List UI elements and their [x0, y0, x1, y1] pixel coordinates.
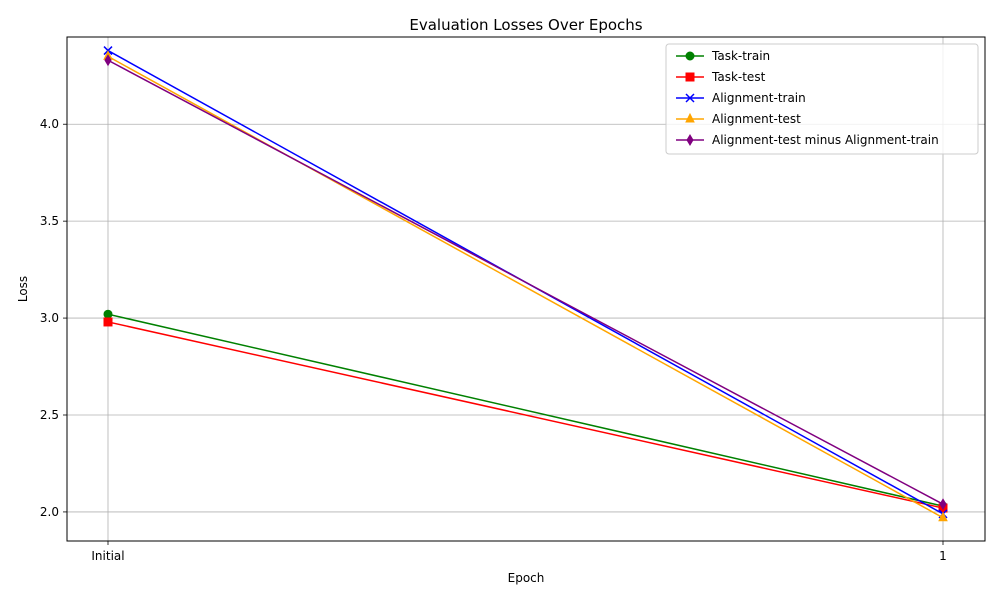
series-line — [107, 55, 944, 519]
y-axis-ticks: 2.0 2.5 3.0 3.5 4.0 — [40, 117, 67, 519]
plot-area-frame — [66, 36, 986, 542]
legend-marker — [685, 93, 695, 103]
legend-label: Alignment-test — [712, 112, 801, 126]
y-tick-label: 3.0 — [40, 311, 59, 325]
x-tick-label: 1 — [939, 549, 947, 563]
legend-entry: Task-train — [676, 49, 770, 63]
series-line — [107, 313, 944, 507]
legend-box — [665, 43, 979, 155]
x-tick-label: Initial — [91, 549, 124, 563]
x-axis-ticks: Initial 1 — [91, 541, 947, 563]
chart-title: Evaluation Losses Over Epochs — [409, 16, 642, 34]
legend-entry: Task-test — [676, 70, 766, 84]
legend-entry: Alignment-train — [676, 91, 806, 105]
legend-label: Task-train — [711, 49, 770, 63]
legend-label: Alignment-test minus Alignment-train — [712, 133, 939, 147]
grid-lines — [67, 37, 985, 541]
legend-entry: Alignment-test minus Alignment-train — [676, 133, 939, 147]
series-line — [107, 321, 944, 509]
legend-entry: Alignment-test — [676, 112, 801, 126]
legend-label: Task-test — [711, 70, 766, 84]
y-axis-label: Loss — [16, 276, 30, 302]
series-layer — [103, 46, 948, 522]
data-point — [103, 309, 113, 319]
legend-marker — [686, 134, 694, 146]
data-point — [938, 511, 948, 522]
series-line — [107, 59, 944, 505]
y-tick-label: 2.0 — [40, 505, 59, 519]
legend-label: Alignment-train — [712, 91, 806, 105]
data-point — [103, 317, 113, 327]
legend-marker — [685, 72, 695, 82]
y-tick-label: 3.5 — [40, 214, 59, 228]
x-axis-label: Epoch — [508, 571, 545, 585]
legend: Task-train Task-test Alignment-train Alignm… — [665, 43, 979, 155]
legend-marker — [685, 112, 695, 123]
data-point — [104, 54, 112, 67]
series-group — [104, 54, 947, 511]
y-tick-label: 4.0 — [40, 117, 59, 131]
y-tick-label: 2.5 — [40, 408, 59, 422]
legend-marker — [685, 51, 695, 61]
data-point — [939, 498, 947, 511]
